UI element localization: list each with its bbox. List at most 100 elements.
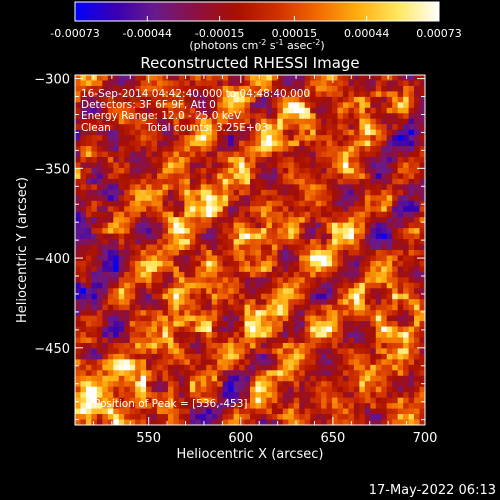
heatmap-cell (244, 217, 251, 224)
heatmap-cell (375, 124, 382, 131)
heatmap-cell (408, 370, 415, 377)
heatmap-cell (167, 266, 175, 273)
heatmap-cell (337, 113, 344, 120)
heatmap-cell (75, 332, 82, 339)
heatmap-cell (304, 200, 311, 207)
heatmap-cell (310, 381, 317, 388)
heatmap-cell (75, 304, 82, 311)
heatmap-cell (392, 364, 399, 371)
heatmap-cell (162, 107, 169, 114)
heatmap-cell (228, 359, 235, 366)
heatmap-cell (173, 244, 180, 251)
heatmap-cell (271, 91, 278, 98)
heatmap-cell (381, 321, 388, 328)
heatmap-cell (288, 173, 295, 180)
heatmap-cell (96, 102, 103, 109)
heatmap-cell (113, 217, 120, 224)
heatmap-cell (107, 239, 114, 246)
heatmap-cell (348, 189, 355, 196)
heatmap-cell (85, 288, 93, 295)
heatmap-cell (364, 189, 371, 196)
heatmap-cell (228, 375, 235, 382)
heatmap-cell (255, 129, 262, 136)
heatmap-cell (260, 414, 268, 421)
heatmap-cell (107, 408, 114, 415)
heatmap-cell (96, 233, 103, 240)
heatmap-cell (135, 184, 142, 191)
heatmap-cell (370, 364, 377, 371)
heatmap-cell (293, 392, 300, 399)
heatmap-cell (228, 414, 235, 421)
heatmap-cell (178, 135, 185, 142)
heatmap-cell (288, 96, 295, 103)
heatmap-cell (299, 315, 306, 322)
heatmap-cell (392, 91, 399, 98)
heatmap-cell (91, 332, 98, 339)
heatmap-cell (332, 375, 339, 382)
heatmap-cell (211, 304, 218, 311)
heatmap-cell (310, 277, 317, 284)
heatmap-cell (315, 348, 322, 355)
heatmap-cell (414, 107, 421, 114)
heatmap-cell (178, 299, 185, 306)
heatmap-cell (140, 96, 147, 103)
heatmap-cell (364, 364, 371, 371)
heatmap-cell (304, 282, 311, 289)
heatmap-cell (96, 353, 103, 360)
heatmap-cell (375, 255, 382, 262)
heatmap-cell (403, 299, 410, 306)
heatmap-cell (206, 255, 213, 262)
heatmap-cell (348, 162, 355, 169)
heatmap-cell (140, 178, 147, 185)
heatmap-cell (293, 277, 300, 284)
heatmap-cell (260, 255, 268, 262)
heatmap-cell (337, 157, 344, 164)
heatmap-cell (102, 293, 109, 300)
heatmap-cell (375, 266, 382, 273)
heatmap-cell (250, 151, 257, 158)
heatmap-cell (146, 228, 153, 235)
heatmap-cell (140, 124, 147, 131)
heatmap-cell (414, 326, 421, 333)
heatmap-cell (304, 80, 311, 87)
heatmap-cell (255, 397, 262, 404)
heatmap-cell (386, 211, 393, 218)
heatmap-cell (282, 195, 289, 202)
heatmap-cell (381, 337, 388, 344)
heatmap-cell (146, 392, 153, 399)
heatmap-cell (135, 342, 142, 350)
heatmap-cell (266, 321, 273, 328)
heatmap-cell (206, 299, 213, 306)
heatmap-cell (403, 239, 410, 246)
heatmap-cell (364, 293, 371, 300)
heatmap-cell (206, 271, 213, 278)
heatmap-cell (419, 239, 425, 246)
heatmap-cell (113, 370, 120, 377)
heatmap-cell (310, 173, 317, 180)
heatmap-cell (403, 337, 410, 344)
heatmap-cell (118, 299, 125, 306)
heatmap-cell (85, 321, 93, 328)
heatmap-cell (271, 107, 278, 114)
heatmap-cell (113, 228, 120, 235)
heatmap-cell (80, 189, 87, 196)
heatmap-cell (359, 113, 366, 120)
heatmap-cell (239, 184, 246, 191)
heatmap-cell (118, 348, 125, 355)
heatmap-cell (359, 228, 366, 235)
heatmap-cell (408, 124, 415, 131)
heatmap-cell (96, 332, 103, 339)
heatmap-cell (239, 91, 246, 98)
heatmap-cell (403, 228, 410, 235)
heatmap-cell (250, 381, 257, 388)
heatmap-cell (321, 80, 328, 87)
heatmap-cell (260, 195, 268, 202)
heatmap-cell (342, 359, 350, 366)
heatmap-cell (173, 255, 180, 262)
heatmap-cell (293, 178, 300, 185)
heatmap-cell (277, 337, 284, 344)
heatmap-cell (189, 414, 196, 421)
heatmap-cell (288, 408, 295, 415)
heatmap-cell (146, 173, 153, 180)
heatmap-cell (102, 228, 109, 235)
